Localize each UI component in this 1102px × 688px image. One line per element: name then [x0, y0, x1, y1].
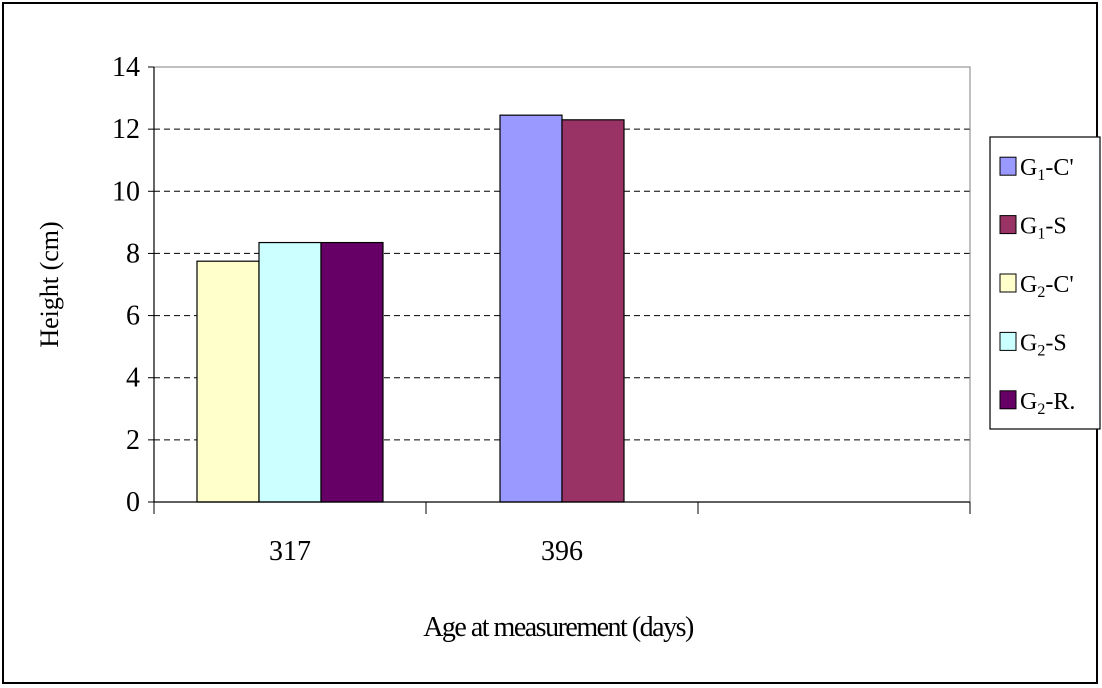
- legend-label: G2-C': [1020, 272, 1074, 301]
- y-tick-labels: 0 2 4 6 8 10 12 14: [112, 52, 140, 518]
- bar: [499, 114, 563, 503]
- legend-label: G2-R.: [1020, 389, 1075, 418]
- legend-label: G2-S: [1020, 330, 1067, 359]
- y-tick-label: 10: [112, 176, 140, 207]
- bars: [196, 114, 625, 503]
- legend-swatch: [999, 215, 1017, 235]
- legend-label: G1-C': [1020, 155, 1074, 184]
- bar: [320, 241, 384, 503]
- legend-swatch: [999, 156, 1017, 176]
- bar: [196, 260, 260, 503]
- y-tick-label: 8: [126, 238, 140, 269]
- legend-label: G1-S: [1020, 214, 1067, 243]
- legend-swatch: [999, 390, 1017, 410]
- y-tick-label: 0: [126, 487, 140, 518]
- x-tick-label: 396: [541, 536, 583, 567]
- legend-swatch: [999, 273, 1017, 293]
- y-axis-title: Height (cm): [35, 221, 64, 347]
- y-tick-label: 4: [126, 363, 140, 394]
- x-tick-label: 317: [269, 536, 311, 567]
- axes: [148, 66, 971, 514]
- y-tick-label: 12: [112, 114, 140, 145]
- y-tick-label: 14: [112, 52, 140, 83]
- legend-swatch: [999, 331, 1017, 351]
- bar: [258, 241, 322, 503]
- x-axis-title: Age at measurement (days): [423, 612, 694, 643]
- x-tick-labels: 317 396: [269, 536, 583, 567]
- y-tick-label: 6: [126, 301, 140, 332]
- bar: [561, 119, 625, 503]
- y-tick-label: 2: [126, 425, 140, 456]
- legend: G1-C' G1-S G2-C' G2-S G2-R.: [989, 136, 1101, 430]
